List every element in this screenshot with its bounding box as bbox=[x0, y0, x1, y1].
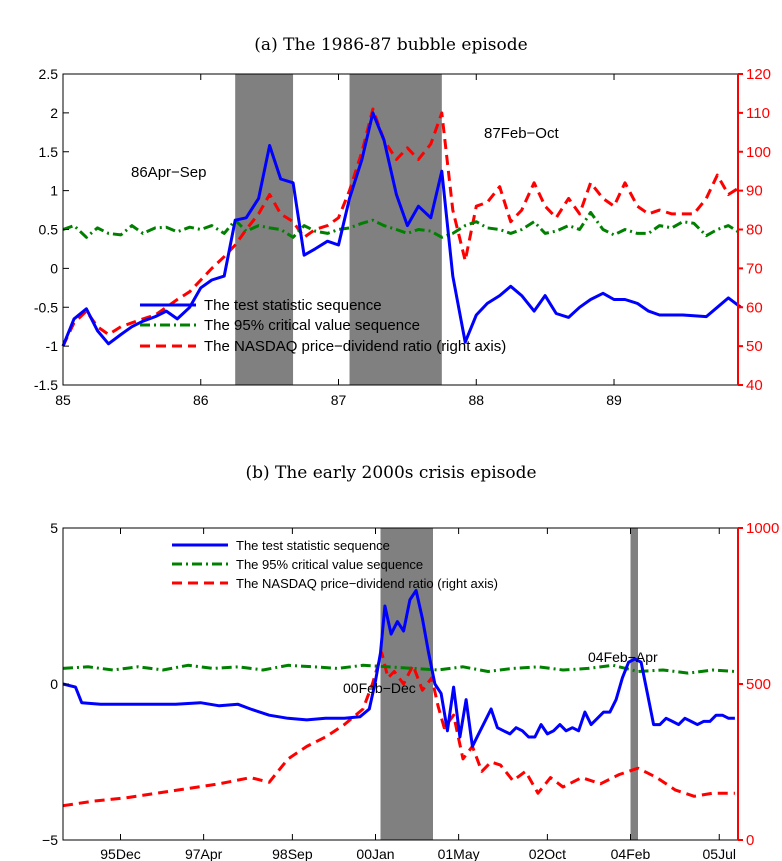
legend-b-label-critical: The 95% critical value sequence bbox=[236, 557, 423, 572]
panel-a-y-right-tick-label: 50 bbox=[746, 338, 763, 355]
panel-b-x-tick-label: 04Feb bbox=[611, 846, 651, 861]
panel-a-annotation-2: 87Feb−Oct bbox=[484, 125, 559, 142]
legend-label-nasdaq: The NASDAQ price−dividend ratio (right a… bbox=[204, 338, 506, 355]
panel-b-annotation-2: 04Feb−Apr bbox=[588, 649, 658, 665]
panel-a-y-left-tick-label: 0 bbox=[50, 260, 58, 276]
panel-a-x-tick-label: 86 bbox=[193, 392, 209, 408]
panel-a-x-tick-label: 87 bbox=[331, 392, 347, 408]
panel-b-series-nasdaq-line bbox=[62, 651, 735, 808]
panel-b-shaded-period-2 bbox=[630, 528, 638, 840]
panel-b-y-right-tick-label: 1000 bbox=[746, 520, 779, 537]
panel-a-y-left-tick-label: 1.5 bbox=[39, 144, 59, 160]
panel-a-x-tick-label: 88 bbox=[468, 392, 484, 408]
panel-b-x-tick-label: 05Jul bbox=[703, 846, 736, 861]
panel-b-y-left-tick-label: −5 bbox=[42, 832, 58, 848]
panel-a-axes: 85 86 87 88 89 -1.5 -1 -0.5 0 0.5 1 1.5 2 2.5 40 50 60 70… bbox=[34, 66, 771, 408]
panel-b-title: (b) The early 2000s crisis episode bbox=[245, 463, 536, 483]
panel-b-series-test-stat-line bbox=[62, 588, 735, 748]
panel-a-title: (a) The 1986-87 bubble episode bbox=[254, 35, 527, 55]
panel-a-y-right-tick-label: 80 bbox=[746, 222, 763, 239]
panel-b-x-tick-label: 97Apr bbox=[185, 846, 223, 861]
legend-b-label-test-stat: The test statistic sequence bbox=[236, 538, 390, 553]
panel-b-y-left-tick-label: 5 bbox=[50, 520, 58, 536]
panel-b-axes: 95Dec 97Apr 98Sep 00Jan 01May 02Oct 04Feb 05Jul… bbox=[42, 520, 779, 861]
panel-a-series-nasdaq-line bbox=[61, 107, 742, 347]
panel-b-legend: The test statistic sequence The 95% crit… bbox=[172, 538, 498, 591]
panel-a-series-critical-line bbox=[62, 210, 742, 239]
panel-b-x-tick-label: 95Dec bbox=[100, 846, 140, 861]
panel-a-y-left-tick-label: 0.5 bbox=[39, 222, 59, 238]
panel-b-annotation-1: 00Feb−Dec bbox=[343, 680, 416, 696]
panel-a-y-right-tick-label: 70 bbox=[746, 260, 763, 277]
panel-a-series-test-stat-line bbox=[61, 111, 742, 347]
panel-a-y-left-tick-label: 2.5 bbox=[39, 66, 59, 82]
panel-a-y-left-tick-label: -1 bbox=[46, 338, 59, 354]
panel-a-shaded-period-2 bbox=[349, 74, 442, 385]
panel-a-y-left-tick-label: -0.5 bbox=[34, 299, 58, 315]
panel-a-y-right-tick-label: 90 bbox=[746, 183, 763, 200]
panel-a-y-right-tick-label: 60 bbox=[746, 299, 763, 316]
legend-label-test-stat: The test statistic sequence bbox=[204, 297, 382, 314]
panel-a-x-tick-label: 89 bbox=[606, 392, 622, 408]
panel-b-shaded-periods bbox=[380, 528, 638, 840]
panel-a-y-right-tick-label: 110 bbox=[746, 105, 770, 122]
panel-a-y-right-tick-label: 120 bbox=[746, 66, 771, 83]
panel-a-y-left-tick-label: 2 bbox=[50, 105, 58, 121]
panel-b-shaded-period-1 bbox=[380, 528, 433, 840]
legend-b-label-nasdaq: The NASDAQ price−dividend ratio (right a… bbox=[236, 576, 498, 591]
panel-b-y-left-tick-label: 0 bbox=[50, 676, 58, 692]
panel-a-y-right-tick-label: 40 bbox=[746, 377, 763, 394]
panel-b: (b) The early 2000s crisis episode 95Dec… bbox=[42, 463, 779, 861]
panel-b-x-tick-label: 98Sep bbox=[272, 846, 313, 861]
panel-b-x-tick-label: 00Jan bbox=[356, 846, 394, 861]
panel-a-y-left-tick-label: -1.5 bbox=[34, 377, 58, 393]
panel-a-x-tick-label: 85 bbox=[55, 392, 71, 408]
panel-b-y-right-tick-label: 500 bbox=[746, 676, 771, 693]
panel-b-x-tick-label: 01May bbox=[438, 846, 480, 861]
panel-b-x-tick-label: 02Oct bbox=[529, 846, 566, 861]
panel-a-y-right-tick-label: 100 bbox=[746, 144, 771, 161]
panel-a-legend: The test statistic sequence The 95% crit… bbox=[140, 297, 506, 355]
legend-label-critical: The 95% critical value sequence bbox=[204, 317, 420, 334]
panel-a-y-left-tick-label: 1 bbox=[50, 183, 58, 199]
panel-b-y-right-tick-label: 0 bbox=[746, 832, 754, 849]
panel-a: (a) The 1986-87 bubble episode 85 86 87 88 8… bbox=[34, 35, 771, 408]
panel-a-series bbox=[61, 107, 742, 347]
panel-a-annotation-1: 86Apr−Sep bbox=[131, 164, 206, 181]
panel-b-series bbox=[62, 588, 736, 808]
